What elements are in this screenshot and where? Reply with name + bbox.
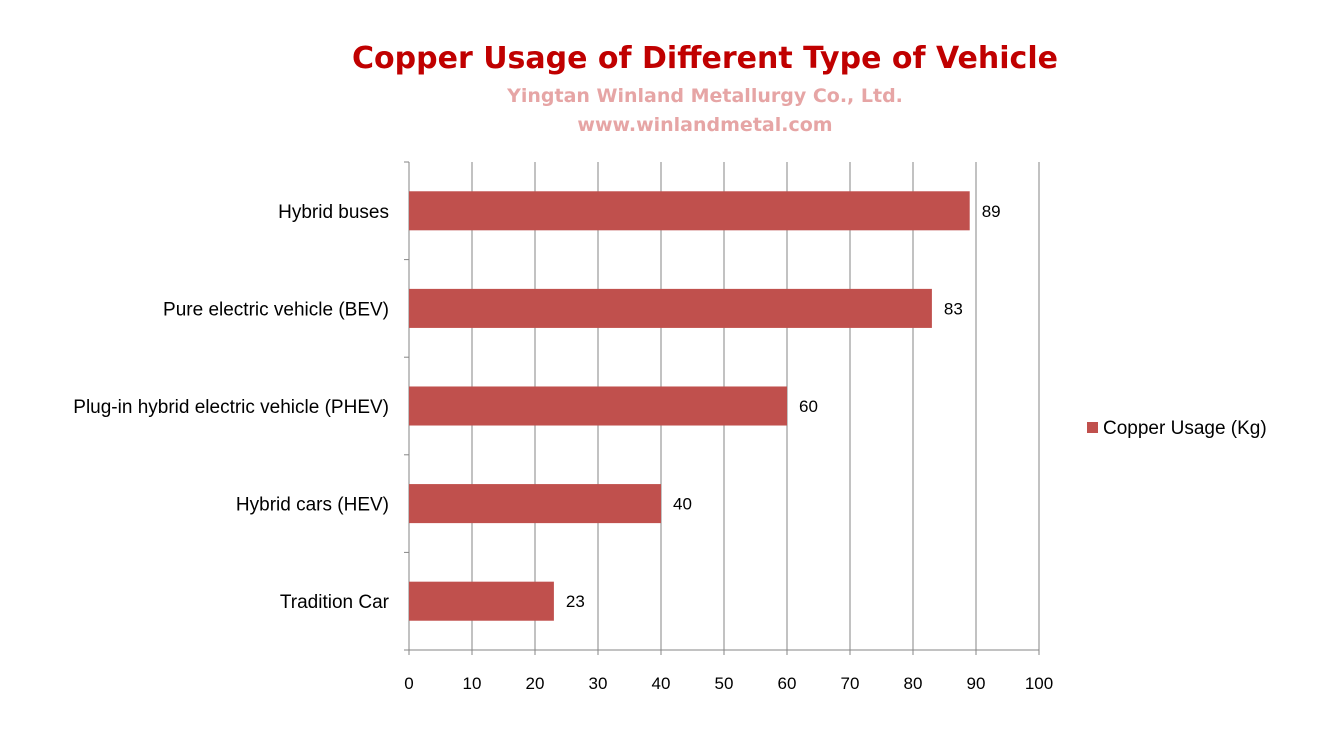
x-tick-label-10: 10	[463, 674, 482, 693]
x-tick-label-50: 50	[715, 674, 734, 693]
x-tick-label-0: 0	[404, 674, 413, 693]
x-tick-label-60: 60	[778, 674, 797, 693]
data-label-3: 40	[673, 495, 692, 514]
category-label-2: Plug-in hybrid electric vehicle (PHEV)	[73, 397, 389, 418]
x-tick-label-30: 30	[589, 674, 608, 693]
x-tick-label-20: 20	[526, 674, 545, 693]
chart-subtitle: Yingtan Winland Metallurgy Co., Ltd.	[506, 85, 903, 107]
labels: 0 10 20 30 40 50 60 70 80 90 100 Hybrid buses 89 Pure…	[73, 202, 1053, 693]
x-tick-label-90: 90	[967, 674, 986, 693]
chart-title: Copper Usage of Different Type of Vehicl…	[352, 41, 1058, 76]
bar-1	[409, 288, 932, 328]
bar-0	[409, 191, 970, 231]
data-label-1: 83	[944, 299, 963, 318]
data-label-0: 89	[982, 202, 1001, 221]
data-label-4: 23	[566, 592, 585, 611]
legend-label: Copper Usage (Kg)	[1103, 418, 1267, 439]
category-label-3: Hybrid cars (HEV)	[236, 495, 389, 516]
category-label-0: Hybrid buses	[278, 202, 389, 223]
bar-4	[409, 581, 554, 621]
x-tick-label-70: 70	[841, 674, 860, 693]
chart-subtitle-website: www.winlandmetal.com	[577, 114, 832, 136]
category-label-1: Pure electric vehicle (BEV)	[163, 299, 389, 320]
legend-swatch	[1087, 422, 1098, 433]
legend: Copper Usage (Kg)	[1087, 418, 1267, 439]
bars	[409, 191, 970, 621]
x-tick-label-40: 40	[652, 674, 671, 693]
x-tick-label-100: 100	[1025, 674, 1053, 693]
category-label-4: Tradition Car	[280, 592, 390, 613]
bar-2	[409, 386, 787, 426]
data-label-2: 60	[799, 397, 818, 416]
x-tick-label-80: 80	[904, 674, 923, 693]
bar-3	[409, 484, 661, 524]
